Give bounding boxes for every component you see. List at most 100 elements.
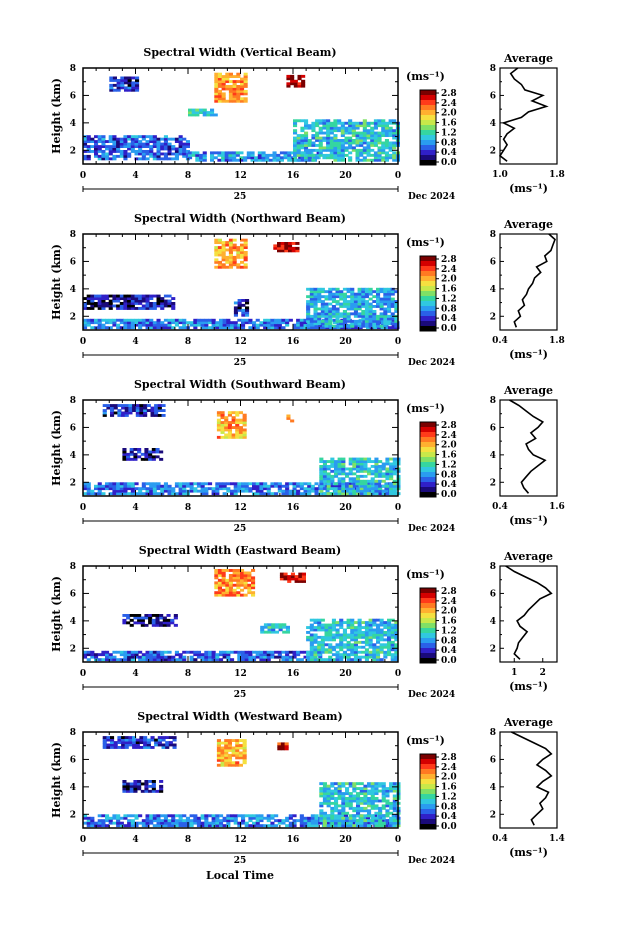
heatmap-cell [237,824,242,828]
heatmap-cell [317,322,322,326]
heatmap-cell [121,736,126,739]
x-tick-label: 16 [287,835,300,845]
heatmap-cell [156,152,161,156]
heatmap-cell [221,94,226,98]
heatmap-cell [97,489,102,493]
heatmap-cell [296,489,301,493]
heatmap-cell [127,307,132,310]
colorbar-segment [420,487,436,493]
heatmap-cell [363,792,368,795]
heatmap-cell [362,134,367,137]
heatmap-cell [394,643,399,647]
heatmap-cell [388,148,393,152]
heatmap-cell [337,148,342,152]
heatmap-cell [315,148,320,152]
heatmap-cell [137,455,142,459]
heatmap-cell [225,593,230,597]
heatmap-cell [97,147,102,151]
heatmap-cell [105,819,110,823]
heatmap-cell [119,145,124,148]
heatmap-cell [191,108,196,112]
heatmap-cell [319,787,324,790]
colorbar-frame [419,255,437,332]
colorbar-segment [420,784,436,790]
heatmap-cell [381,151,386,155]
heatmap-cell [266,323,271,327]
heatmap-cell [337,489,342,493]
heatmap-cell [383,655,388,659]
heatmap-cell [317,653,322,657]
heatmap-cell [359,457,364,461]
heatmap-cell [244,321,249,325]
heatmap-cell [167,814,172,818]
heatmap-cell [326,467,331,471]
heatmap-cell [152,157,157,161]
heatmap-cell [322,131,327,135]
heatmap-cell [145,492,150,496]
heatmap-cell [238,751,243,755]
heatmap-cell [392,492,397,496]
heatmap-cell [252,482,257,486]
heatmap-cell [188,153,193,157]
heatmap-cell [193,650,198,654]
heatmap-cell [301,158,306,162]
heatmap-cell [322,462,327,466]
heatmap-cell [219,821,224,825]
heatmap-cell [159,784,164,788]
heatmap-cell [367,809,372,813]
heatmap-cell [326,479,331,483]
heatmap-cell [235,151,240,155]
heatmap-cell [378,460,383,463]
x-tick-label: 16 [287,171,300,181]
heatmap-cell [350,643,355,647]
x-tick-label: 8 [185,835,191,845]
heatmap-cell [309,319,314,323]
colorbar-segment [420,794,436,800]
heatmap-cell [356,477,361,481]
heatmap-cell [108,492,113,496]
heatmap-cell [334,809,339,813]
heatmap-cell [228,92,233,96]
heatmap-cell [356,469,361,473]
heatmap-cell [284,244,289,248]
heatmap-cell [151,618,156,622]
heatmap-cell [359,792,364,795]
heatmap-cell [282,623,287,627]
heatmap-cell [108,482,113,486]
heatmap-cell [116,88,121,92]
heatmap-cell [379,635,384,639]
heatmap-cell [116,142,121,146]
heatmap-cell [124,743,129,747]
colorbar-segment [420,764,436,770]
heatmap-cell [361,626,366,629]
heatmap-cell [134,152,139,156]
heatmap-cell [215,326,220,330]
heatmap-cell [97,157,102,161]
heatmap-cell [86,135,91,139]
heatmap-cell [113,741,118,744]
heatmap-cell [389,484,394,488]
heatmap-cell [130,658,135,662]
heatmap-cell [345,484,350,488]
colorbar-segment [420,155,436,161]
heatmap-cell [138,152,143,156]
heatmap-cell [370,158,375,162]
heatmap-cell [376,295,381,299]
heatmap-cell [356,809,361,813]
heatmap-cell [278,628,283,632]
heatmap-cell [236,593,241,597]
heatmap-cell [156,297,161,300]
heatmap-cell [357,302,362,306]
heatmap-cell [346,300,351,303]
heatmap-cell [329,148,334,152]
heatmap-cell [376,297,381,301]
heatmap-cell [228,583,233,587]
heatmap-cell [152,323,157,327]
heatmap-cell [149,655,154,659]
heatmap-cell [345,804,350,808]
heatmap-cell [227,426,232,429]
heatmap-cell [144,782,149,786]
heatmap-cell [394,655,399,659]
heatmap-cell [101,157,106,161]
heatmap-cell [116,814,121,818]
